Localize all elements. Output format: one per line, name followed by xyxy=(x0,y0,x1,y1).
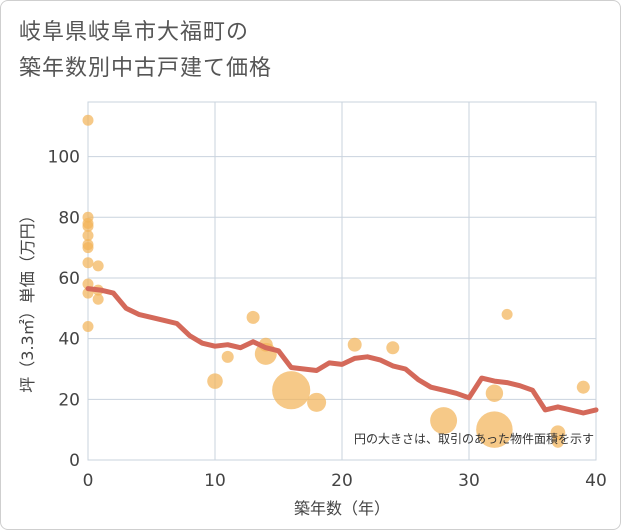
x-tick-label: 40 xyxy=(585,471,607,491)
size-note: 円の大きさは、取引のあった物件面積を示す xyxy=(354,431,594,446)
chart-title: 岐阜県岐阜市大福町の 築年数別中古戸建て価格 xyxy=(19,15,579,87)
bubble-layer xyxy=(82,114,590,448)
data-point xyxy=(82,220,94,232)
data-point xyxy=(485,384,504,402)
y-tick-label: 100 xyxy=(48,148,80,168)
data-point xyxy=(82,114,94,126)
data-point xyxy=(576,380,590,394)
data-point xyxy=(347,337,362,352)
y-tick-label: 0 xyxy=(69,451,80,471)
data-point xyxy=(476,411,513,448)
data-point xyxy=(501,308,513,320)
data-point xyxy=(386,341,400,355)
x-tick-label: 10 xyxy=(204,471,226,491)
y-tick-label: 40 xyxy=(58,330,80,350)
x-tick-label: 20 xyxy=(331,471,353,491)
data-point xyxy=(82,321,94,333)
x-tick-label: 0 xyxy=(83,471,94,491)
data-point xyxy=(246,310,260,324)
data-point xyxy=(551,435,564,448)
data-point xyxy=(82,229,94,241)
data-point xyxy=(92,260,104,272)
data-point xyxy=(307,392,327,412)
data-point xyxy=(82,242,94,254)
data-point xyxy=(272,371,311,410)
average-price-line xyxy=(85,286,599,416)
data-point xyxy=(82,257,94,269)
tick-layer: 0 10 20 30 40 0 20 40 60 80 100 xyxy=(48,148,607,491)
y-tick-label: 20 xyxy=(58,390,80,410)
y-axis-label: 坪（3.3㎡）単価（万円） xyxy=(18,207,37,392)
x-tick-label: 30 xyxy=(458,471,480,491)
line-layer xyxy=(85,286,599,416)
data-point xyxy=(430,407,458,435)
data-point xyxy=(92,293,104,305)
y-tick-label: 60 xyxy=(58,269,80,289)
data-point xyxy=(207,373,223,389)
chart-title-line1: 岐阜県岐阜市大福町の xyxy=(19,20,250,45)
x-axis-label: 築年数（年） xyxy=(294,499,390,518)
data-point xyxy=(221,350,234,363)
data-point xyxy=(550,425,566,441)
grid-layer xyxy=(87,101,597,461)
y-tick-label: 80 xyxy=(58,208,80,228)
chart-title-line2: 築年数別中古戸建て価格 xyxy=(19,56,273,81)
